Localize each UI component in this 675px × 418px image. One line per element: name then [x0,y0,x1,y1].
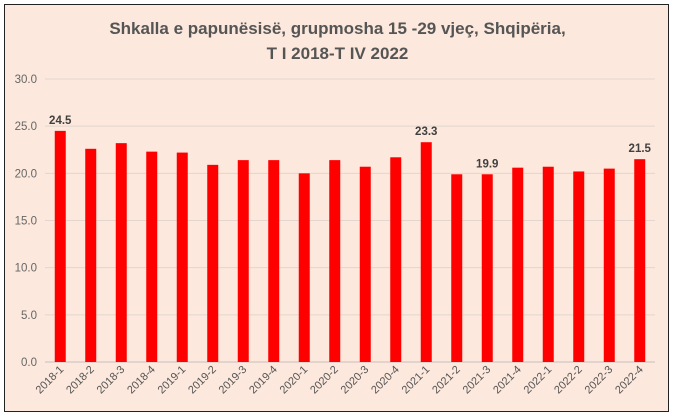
bar [634,159,646,362]
x-tick-label: 2018-1 [34,364,67,397]
data-label: 21.5 [629,143,652,155]
x-tick-label: 2018-3 [95,364,128,397]
x-tick-label: 2022-1 [522,364,555,397]
chart-title: Shkalla e papunësisë, grupmosha 15 -29 v… [0,16,675,66]
bar [542,166,554,362]
bar [298,173,310,362]
data-label: 24.5 [49,115,72,127]
y-tick-label: 15.0 [15,216,37,228]
bar [359,166,371,362]
bar [176,152,188,362]
bar [207,164,219,362]
data-label: 19.9 [476,158,498,170]
x-tick-label: 2021-2 [430,364,463,397]
x-tick-label: 2021-4 [491,364,524,397]
x-tick-label: 2020-4 [369,364,402,397]
y-tick-label: 5.0 [21,310,37,322]
x-tick-label: 2018-4 [125,364,158,397]
chart-title-line-1: Shkalla e papunësisë, grupmosha 15 -29 v… [109,19,566,38]
bar [420,142,432,362]
bar [481,174,493,362]
x-tick-label: 2022-4 [613,364,646,397]
bar [85,148,97,362]
bar [329,160,341,362]
bar [115,143,127,362]
x-tick-label: 2022-2 [552,364,585,397]
x-tick-label: 2019-4 [247,364,280,397]
y-tick-label: 0.0 [21,357,37,369]
x-tick-label: 2020-1 [278,364,311,397]
bar [451,174,463,362]
y-tick-label: 10.0 [15,263,37,275]
bar [603,168,615,362]
bar [512,167,524,362]
y-tick-label: 25.0 [15,121,37,133]
bar [237,160,249,362]
x-tick-label: 2018-2 [64,364,97,397]
y-tick-label: 20.0 [15,168,37,180]
y-tick-label: 30.0 [15,74,37,86]
x-tick-label: 2019-1 [156,364,189,397]
x-tick-label: 2020-2 [308,364,341,397]
x-tick-label: 2021-1 [400,364,433,397]
x-tick-label: 2021-3 [461,364,494,397]
bar [573,171,585,362]
bar [146,151,158,362]
data-label: 23.3 [415,126,437,138]
x-tick-label: 2019-3 [217,364,250,397]
x-tick-label: 2020-3 [339,364,372,397]
x-tick-label: 2019-2 [186,364,219,397]
chart-title-line-2: T I 2018-T IV 2022 [266,44,409,63]
bar [268,160,280,362]
bar [54,130,66,362]
bar [390,157,402,362]
x-tick-label: 2022-3 [583,364,616,397]
